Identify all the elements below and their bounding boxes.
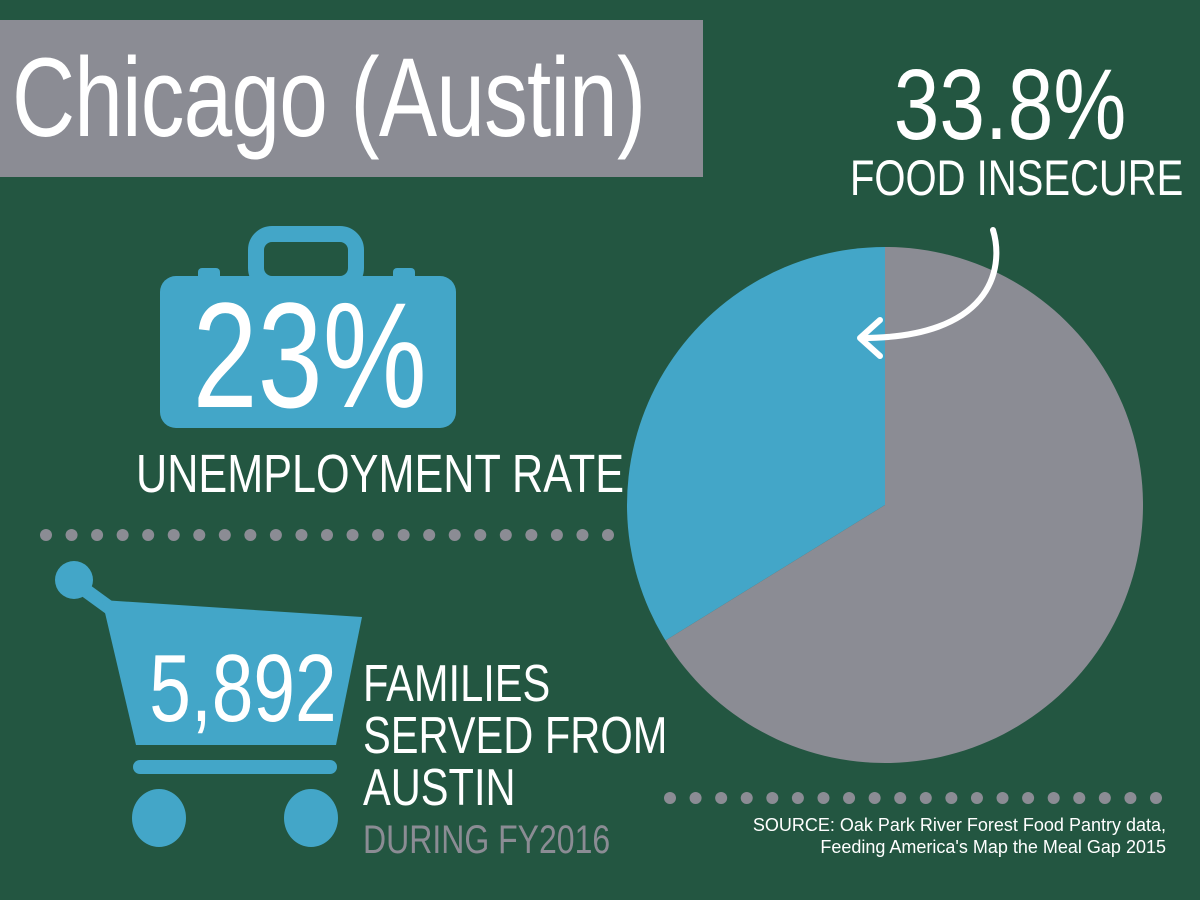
divider-dot xyxy=(499,529,512,541)
pie-slice-food-insecure xyxy=(627,247,885,641)
families-label-line: FAMILIES xyxy=(363,655,551,713)
divider-dot xyxy=(1098,792,1111,804)
source-note: SOURCE: Oak Park River Forest Food Pantr… xyxy=(646,814,1166,858)
divider-dot xyxy=(244,529,257,541)
divider-dot xyxy=(817,792,830,804)
divider-dot xyxy=(40,529,52,541)
divider-dot xyxy=(448,529,461,541)
divider-dot xyxy=(167,529,180,541)
divider-dot xyxy=(791,792,804,804)
divider-dot xyxy=(321,529,333,541)
divider-dot xyxy=(919,792,932,804)
divider-dot xyxy=(91,529,104,541)
page-title: Chicago (Austin) xyxy=(12,35,646,160)
families-label-line: AUSTIN xyxy=(363,759,516,817)
divider-dot xyxy=(715,792,728,804)
divider-dot xyxy=(576,529,589,541)
divider-dot xyxy=(945,792,958,804)
families-label: FAMILIES SERVED FROM AUSTIN xyxy=(363,655,667,817)
divider-dot xyxy=(423,529,436,541)
divider-dot xyxy=(740,792,753,804)
divider-dot xyxy=(868,792,881,804)
divider-dot xyxy=(218,529,231,541)
divider-dot xyxy=(996,792,1009,804)
divider-dot xyxy=(65,529,78,541)
families-count: 5,892 xyxy=(149,635,337,742)
divider-dot xyxy=(689,792,702,804)
divider-dot xyxy=(474,529,487,541)
divider-dot xyxy=(766,792,779,804)
divider-dot xyxy=(843,792,856,804)
families-period: DURING FY2016 xyxy=(363,818,611,862)
divider-dot xyxy=(372,529,385,541)
food-insecure-percent: 33.8% xyxy=(893,49,1127,161)
divider-dot xyxy=(1150,792,1162,804)
divider-dot xyxy=(269,529,282,541)
divider-dot xyxy=(193,529,206,541)
divider-dot xyxy=(295,529,308,541)
divider-dot xyxy=(397,529,410,541)
divider-dot xyxy=(602,529,614,541)
divider-dot xyxy=(1073,792,1086,804)
divider-dot xyxy=(142,529,155,541)
pie-slice-remainder xyxy=(665,247,1143,763)
divider-dot xyxy=(525,529,538,541)
divider-dot xyxy=(1124,792,1137,804)
title-banner: Chicago (Austin) xyxy=(0,20,703,177)
divider-dot xyxy=(894,792,907,804)
divider-dot xyxy=(664,792,676,804)
divider-dot xyxy=(116,529,129,541)
divider-dot xyxy=(1022,792,1035,804)
source-line: SOURCE: Oak Park River Forest Food Pantr… xyxy=(752,815,1166,835)
unemployment-percent: 23% xyxy=(192,271,427,439)
divider-dot xyxy=(970,792,983,804)
food-insecure-label: FOOD INSECURE xyxy=(850,150,1184,206)
divider-dot xyxy=(1047,792,1060,804)
divider-dot xyxy=(346,529,359,541)
source-line: Feeding America's Map the Meal Gap 2015 xyxy=(820,837,1166,857)
divider-dot xyxy=(550,529,563,541)
